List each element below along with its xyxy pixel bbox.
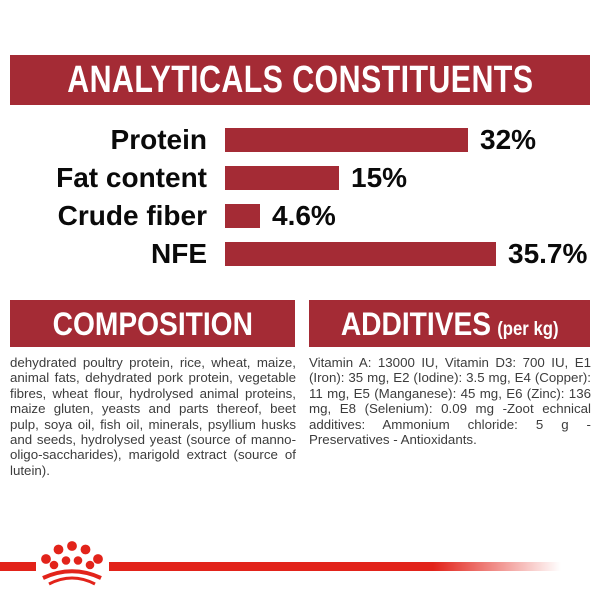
composition-heading: COMPOSITION <box>52 305 253 342</box>
chart-category-label: NFE <box>151 238 207 269</box>
additives-heading: ADDITIVES <box>340 305 491 342</box>
chart-category-label: Crude fiber <box>57 200 207 231</box>
chart-row-crude-fiber: Crude fiber 4.6% <box>0 197 600 235</box>
additives-header-bar: ADDITIVES (per kg) <box>309 300 590 347</box>
chart-category-label: Fat content <box>56 162 207 193</box>
analyticals-header-bar: ANALYTICALS CONSTITUENTS <box>10 55 590 105</box>
composition-text: dehydrated poultry protein, rice, wheat,… <box>10 355 296 478</box>
chart-bar <box>225 204 260 228</box>
additives-text: Vitamin A: 13000 IU, Vitamin D3: 700 IU,… <box>309 355 591 448</box>
footer-red-line-right-fading <box>109 562 600 571</box>
chart-value-label: 15% <box>351 162 408 193</box>
chart-bar <box>225 242 496 266</box>
chart-row-fat-content: Fat content 15% <box>0 159 600 197</box>
composition-header-bar: COMPOSITION <box>10 300 295 347</box>
chart-bar <box>225 166 339 190</box>
chart-bar <box>225 128 468 152</box>
chart-value-label: 4.6% <box>272 200 336 231</box>
chart-category-label: Protein <box>110 124 207 155</box>
additives-per-kg-suffix: (per kg) <box>497 318 559 340</box>
chart-value-label: 35.7% <box>508 238 588 269</box>
chart-row-protein: Protein 32% <box>0 121 600 159</box>
chart-row-nfe: NFE 35.7% <box>0 235 600 273</box>
footer-red-line-left <box>0 562 36 571</box>
royal-canin-crown-icon <box>41 541 103 586</box>
analytical-constituents-bar-chart: Protein 32% Fat content 15% Crude fiber … <box>0 121 600 273</box>
chart-value-label: 32% <box>480 124 537 155</box>
analyticals-header-title: ANALYTICALS CONSTITUENTS <box>66 59 534 101</box>
